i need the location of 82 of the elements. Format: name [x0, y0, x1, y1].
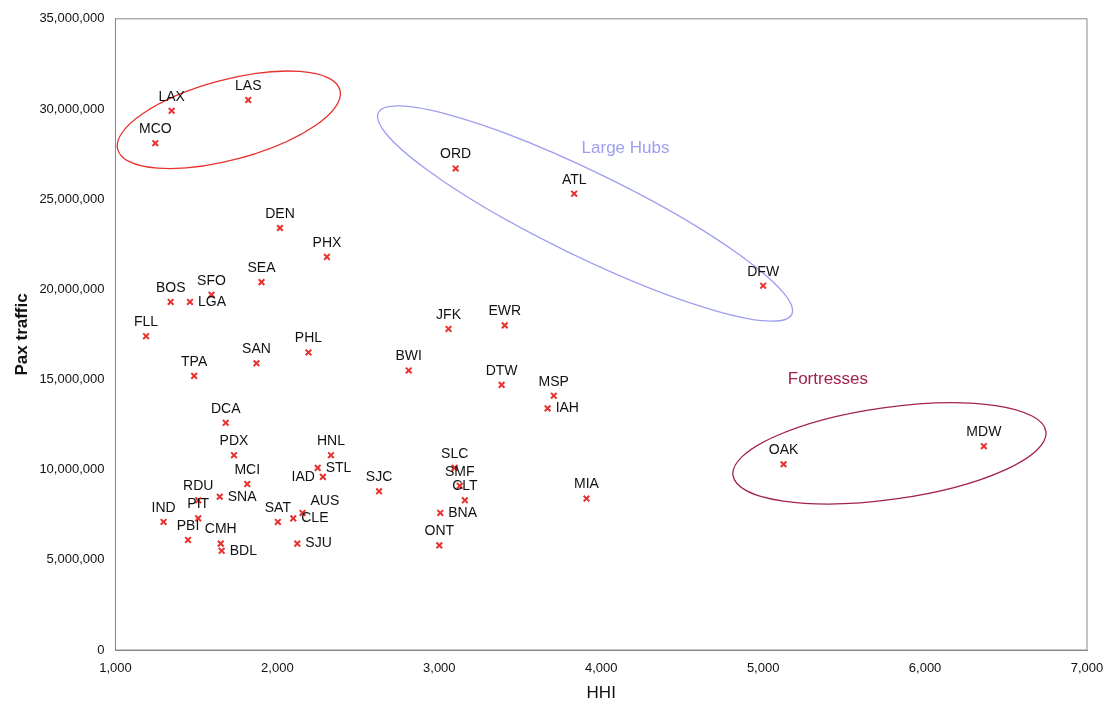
annotation: DFW — [747, 262, 780, 279]
annotation: CMH — [204, 520, 237, 537]
y-tick-label: 30,000,000 — [39, 100, 105, 116]
point — [779, 460, 788, 469]
annotation: MCO — [138, 120, 172, 137]
annotation: SAT — [264, 498, 292, 515]
annotation: SAN — [242, 340, 271, 357]
annotation: BDL — [229, 541, 258, 558]
x-tick-label: 6,000 — [908, 660, 942, 676]
annotation: LAS — [235, 76, 262, 93]
annotation: LGA — [197, 292, 227, 309]
y-axis-title: Pax traffic — [11, 293, 31, 376]
point — [304, 348, 313, 357]
point — [435, 541, 444, 550]
annotation: SFO — [197, 271, 226, 288]
x-axis-title: HHI — [586, 683, 616, 703]
annotation: RDU — [183, 477, 214, 494]
y-tick-label: 0 — [97, 641, 105, 657]
point — [293, 539, 302, 548]
point — [461, 496, 469, 505]
annotation: PIT — [187, 495, 210, 512]
annotation: SJU — [305, 534, 332, 551]
x-tick-label: 7,000 — [1070, 660, 1104, 676]
annotation: AUS — [310, 491, 340, 508]
annotation: ATL — [561, 170, 587, 187]
annotation: IND — [151, 498, 176, 515]
y-tick-label: 35,000,000 — [39, 10, 105, 26]
y-tick-label: 10,000,000 — [39, 461, 105, 477]
annotation: TPA — [181, 352, 208, 369]
annotation: BNA — [448, 503, 478, 520]
x-tick-label: 1,000 — [99, 660, 132, 676]
annotation: ONT — [424, 522, 455, 539]
annotation: CLE — [301, 509, 329, 526]
annotation: BOS — [155, 278, 186, 295]
annotation: MSP — [538, 372, 569, 389]
point — [404, 366, 413, 375]
x-tick-label: 2,000 — [261, 660, 294, 676]
annotation: PHL — [294, 329, 323, 346]
annotation: STL — [325, 458, 352, 475]
annotation: PBI — [176, 516, 200, 533]
annotation: Fortresses — [787, 369, 869, 389]
y-tick-label: 20,000,000 — [39, 280, 105, 296]
annotation: PHX — [312, 233, 342, 250]
annotation: ORD — [440, 145, 472, 162]
x-tick-label: 5,000 — [746, 660, 780, 676]
y-tick-label: 15,000,000 — [39, 371, 105, 387]
annotation: DCA — [210, 399, 242, 416]
annotation: FLL — [134, 313, 159, 330]
point — [451, 164, 460, 173]
annotation: SJC — [365, 468, 393, 485]
point — [289, 514, 298, 523]
annotation: MIA — [574, 475, 600, 492]
annotation: DTW — [485, 361, 519, 378]
point — [980, 442, 988, 451]
y-tick-label: 25,000,000 — [39, 190, 105, 206]
point — [582, 494, 591, 503]
annotation: SEA — [247, 258, 277, 275]
annotation: HNL — [316, 432, 346, 449]
point — [500, 321, 509, 330]
point — [436, 509, 445, 517]
annotation: IAH — [555, 399, 579, 416]
annotation: Large Hubs — [581, 138, 670, 158]
annotation: EWR — [488, 302, 522, 319]
x-tick-label: 4,000 — [584, 660, 618, 676]
annotation: PDX — [219, 432, 250, 449]
annotation: OAK — [768, 441, 799, 458]
annotation: SLC — [441, 444, 469, 461]
annotation: SNA — [227, 487, 258, 504]
point — [166, 298, 175, 306]
annotation: MCI — [234, 460, 261, 477]
annotation: CLT — [452, 477, 479, 494]
point — [252, 359, 261, 368]
y-tick-label: 5,000,000 — [46, 551, 105, 567]
annotation: DEN — [265, 204, 295, 221]
annotation: SMF — [444, 462, 475, 479]
annotation: BWI — [395, 347, 422, 364]
annotation: IAD — [291, 467, 315, 484]
point — [543, 404, 552, 413]
annotation: MDW — [966, 423, 1003, 440]
x-tick-label: 3,000 — [423, 660, 456, 676]
point — [375, 487, 383, 496]
annotation: JFK — [436, 305, 462, 322]
